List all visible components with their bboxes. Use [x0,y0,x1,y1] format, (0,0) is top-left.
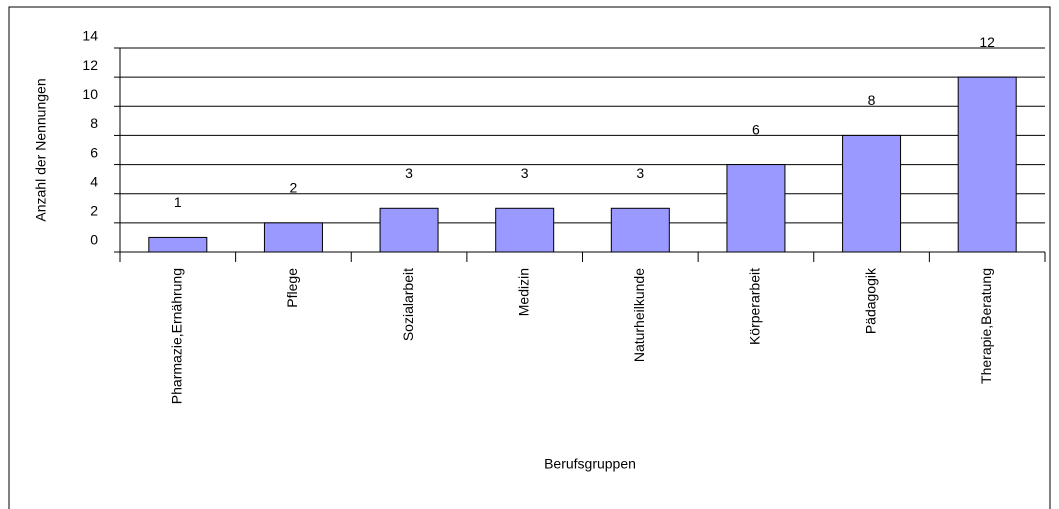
data-label: 3 [636,165,644,181]
x-tick-label: Pharmazie,Ernährung [169,268,185,404]
y-tick-label: 2 [90,203,98,219]
bar [726,164,786,253]
data-label: 2 [290,180,298,196]
y-axis-label: Anzahl der Nennungen [33,78,49,221]
data-label: 6 [752,121,760,137]
y-tick-label: 10 [82,86,98,102]
y-tick-label: 4 [90,173,98,189]
x-tick-label: Körperarbeit [747,268,763,345]
bar [842,134,902,253]
y-tick-label: 8 [90,115,98,131]
y-tick-label: 6 [90,144,98,160]
x-tick-label: Medizin [515,268,531,316]
x-tick-label: Naturheilkunde [631,268,647,362]
x-axis-label: Berufsgruppen [544,456,636,472]
y-tick-label: 0 [90,232,98,248]
y-tick-label: 12 [82,57,98,73]
data-label: 1 [174,194,182,210]
x-tick-label: Pflege [284,268,300,308]
bar [495,207,555,253]
bar [610,207,670,253]
bar [263,222,323,253]
x-tick-label: Sozialarbeit [400,268,416,341]
data-label: 12 [979,34,995,50]
x-tick-label: Pädagogik [862,267,878,334]
data-label: 3 [405,165,413,181]
bar [957,76,1017,253]
bar [379,207,439,253]
bar [148,236,208,253]
data-label: 3 [521,165,529,181]
y-tick-label: 14 [82,28,98,44]
chart-border [8,6,1051,509]
x-tick-label: Therapie,Beratung [978,268,994,384]
data-label: 8 [868,92,876,108]
